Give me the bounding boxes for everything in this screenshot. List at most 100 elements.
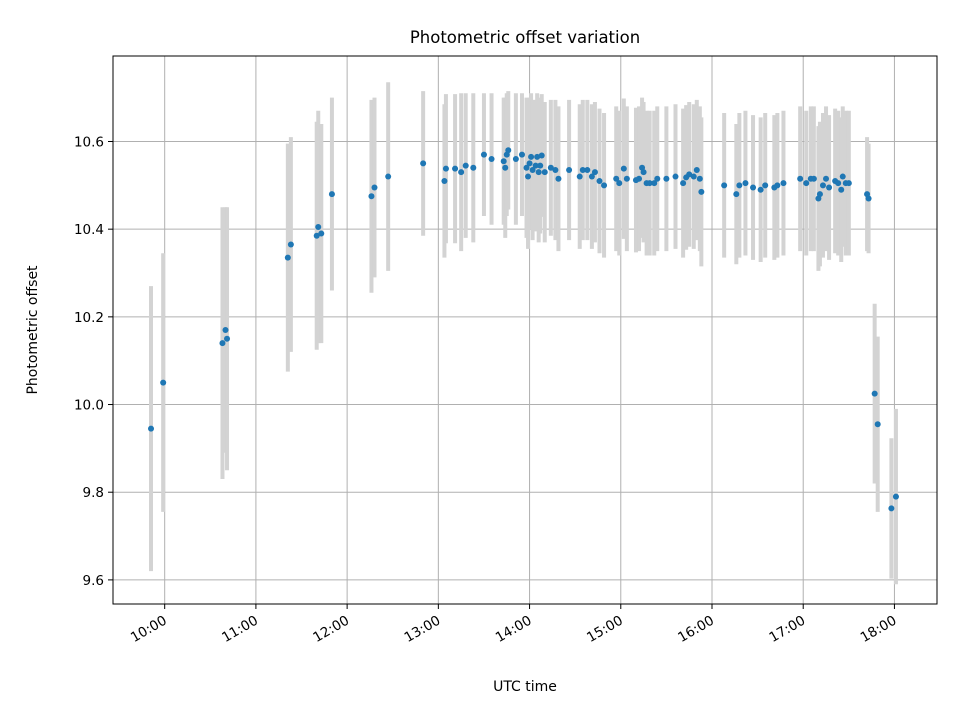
data-point	[505, 147, 512, 154]
data-point	[636, 175, 643, 182]
data-point	[547, 164, 554, 171]
data-point	[871, 390, 878, 397]
data-point	[845, 180, 852, 187]
data-point	[566, 166, 573, 173]
data-point	[441, 177, 448, 184]
data-point	[385, 173, 392, 180]
data-point	[892, 493, 899, 500]
data-point	[470, 164, 477, 171]
data-point	[512, 156, 519, 163]
data-point	[835, 180, 842, 187]
data-point	[654, 175, 661, 182]
data-point	[690, 173, 697, 180]
data-point	[526, 160, 533, 167]
data-point	[523, 164, 530, 171]
data-point	[591, 169, 598, 176]
data-point	[696, 175, 703, 182]
data-point	[287, 241, 294, 248]
data-point	[838, 186, 845, 193]
data-point	[816, 191, 823, 198]
data-point	[368, 193, 375, 200]
y-tick-label: 10.0	[74, 398, 104, 414]
data-point	[535, 169, 542, 176]
data-point	[537, 162, 544, 169]
data-point	[698, 188, 705, 195]
data-point	[528, 153, 535, 160]
data-point	[222, 327, 229, 333]
y-tick-label: 10.2	[74, 310, 104, 326]
data-point	[888, 505, 895, 512]
x-axis-label: UTC time	[493, 679, 557, 695]
data-point	[733, 191, 740, 198]
y-tick-label: 9.6	[83, 573, 104, 589]
y-axis-label: Photometric offset	[25, 265, 41, 395]
data-point	[640, 169, 647, 176]
data-point	[532, 162, 539, 169]
data-point	[762, 182, 769, 189]
data-point	[797, 175, 804, 182]
data-point	[502, 164, 509, 171]
data-point	[579, 166, 586, 173]
y-axis-ticks: 9.6 9.8 10.0 10.2 10.4 10.6	[74, 134, 113, 589]
data-point	[555, 175, 562, 182]
data-point	[371, 184, 378, 191]
data-point	[616, 180, 623, 187]
data-point	[148, 425, 155, 432]
data-point	[576, 173, 583, 180]
data-point	[588, 173, 595, 180]
data-point	[480, 151, 487, 158]
data-point	[584, 166, 591, 173]
data-point	[721, 182, 728, 189]
data-point	[686, 171, 693, 178]
data-point	[613, 175, 620, 182]
data-point	[663, 175, 670, 182]
data-point	[651, 180, 658, 187]
data-point	[500, 158, 507, 165]
data-point	[518, 151, 525, 158]
data-point	[420, 160, 427, 167]
data-point	[160, 379, 167, 386]
data-point	[693, 166, 700, 173]
data-point	[823, 175, 830, 182]
data-point	[865, 195, 872, 202]
data-point	[541, 169, 548, 176]
data-point	[774, 182, 781, 189]
data-point	[620, 165, 627, 172]
data-point	[742, 180, 749, 187]
data-point	[313, 232, 320, 239]
data-point	[315, 223, 322, 230]
y-tick-label: 10.4	[74, 222, 104, 238]
data-point	[442, 165, 449, 172]
data-point	[538, 152, 545, 159]
data-point	[488, 156, 495, 163]
data-point	[452, 165, 459, 172]
data-point	[328, 191, 335, 198]
data-point	[819, 182, 826, 189]
data-point	[680, 180, 687, 187]
data-point	[750, 184, 757, 191]
data-point	[780, 180, 787, 187]
data-point	[529, 166, 536, 173]
data-point	[874, 421, 881, 428]
chart-title: Photometric offset variation	[410, 28, 640, 47]
data-point	[672, 173, 679, 180]
data-point	[284, 254, 291, 261]
data-point	[596, 177, 603, 184]
data-point	[803, 180, 810, 187]
data-point	[646, 180, 653, 187]
data-point	[810, 175, 817, 182]
data-point	[601, 182, 608, 189]
y-tick-label: 9.8	[83, 485, 104, 501]
data-point	[525, 173, 532, 180]
data-point	[826, 184, 833, 191]
plot-frame	[112, 55, 938, 605]
data-point	[552, 166, 559, 173]
data-point	[219, 340, 226, 347]
data-point	[839, 173, 846, 180]
data-point	[458, 169, 465, 176]
data-point	[462, 162, 469, 169]
y-tick-label: 10.6	[74, 134, 104, 150]
data-points	[148, 147, 899, 512]
